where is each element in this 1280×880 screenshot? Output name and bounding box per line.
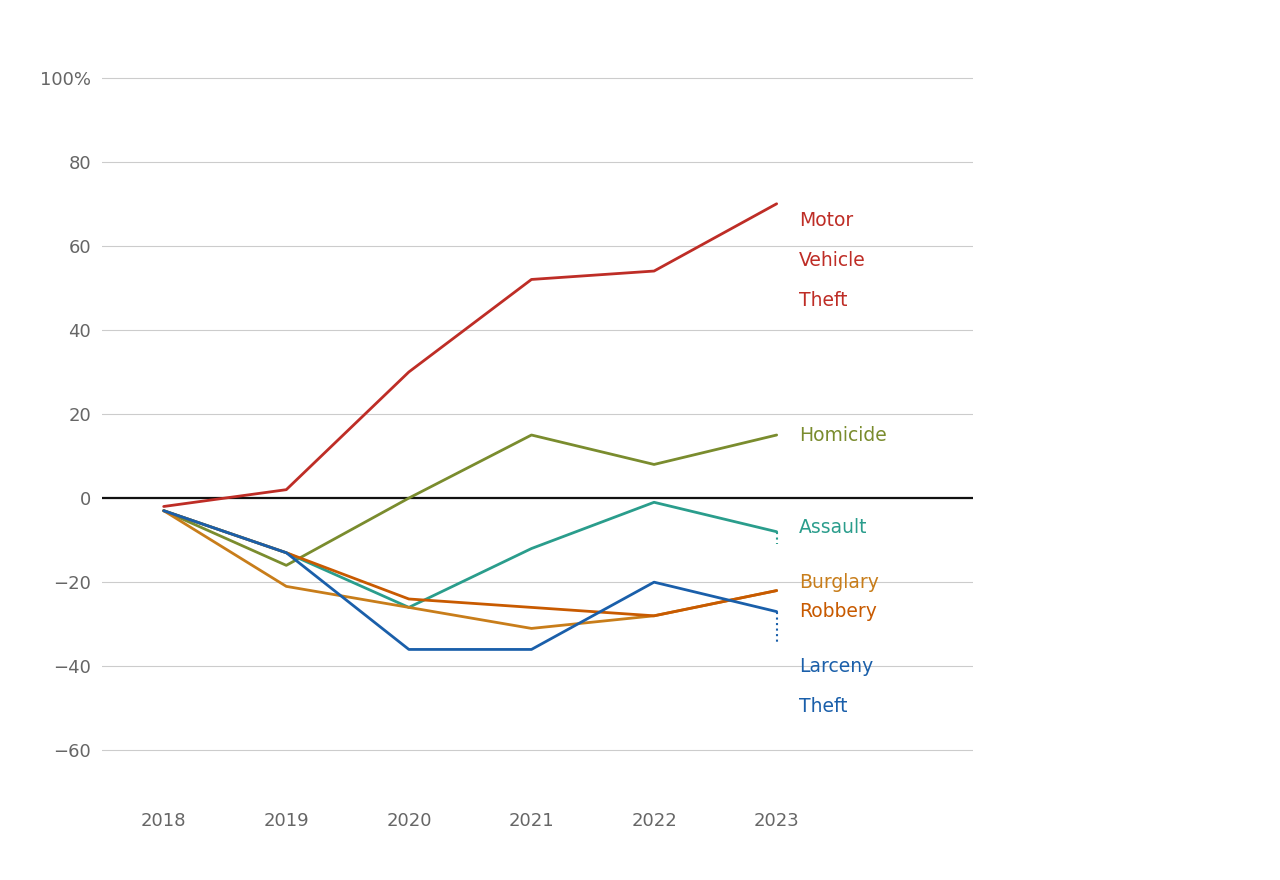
Text: Robbery: Robbery: [799, 602, 877, 621]
Text: Homicide: Homicide: [799, 426, 887, 444]
Text: Larceny: Larceny: [799, 656, 873, 676]
Text: Burglary: Burglary: [799, 573, 878, 591]
Text: Theft: Theft: [799, 291, 847, 310]
Text: Assault: Assault: [799, 518, 868, 537]
Text: Motor: Motor: [799, 211, 852, 230]
Text: Theft: Theft: [799, 697, 847, 715]
Text: Vehicle: Vehicle: [799, 251, 865, 270]
